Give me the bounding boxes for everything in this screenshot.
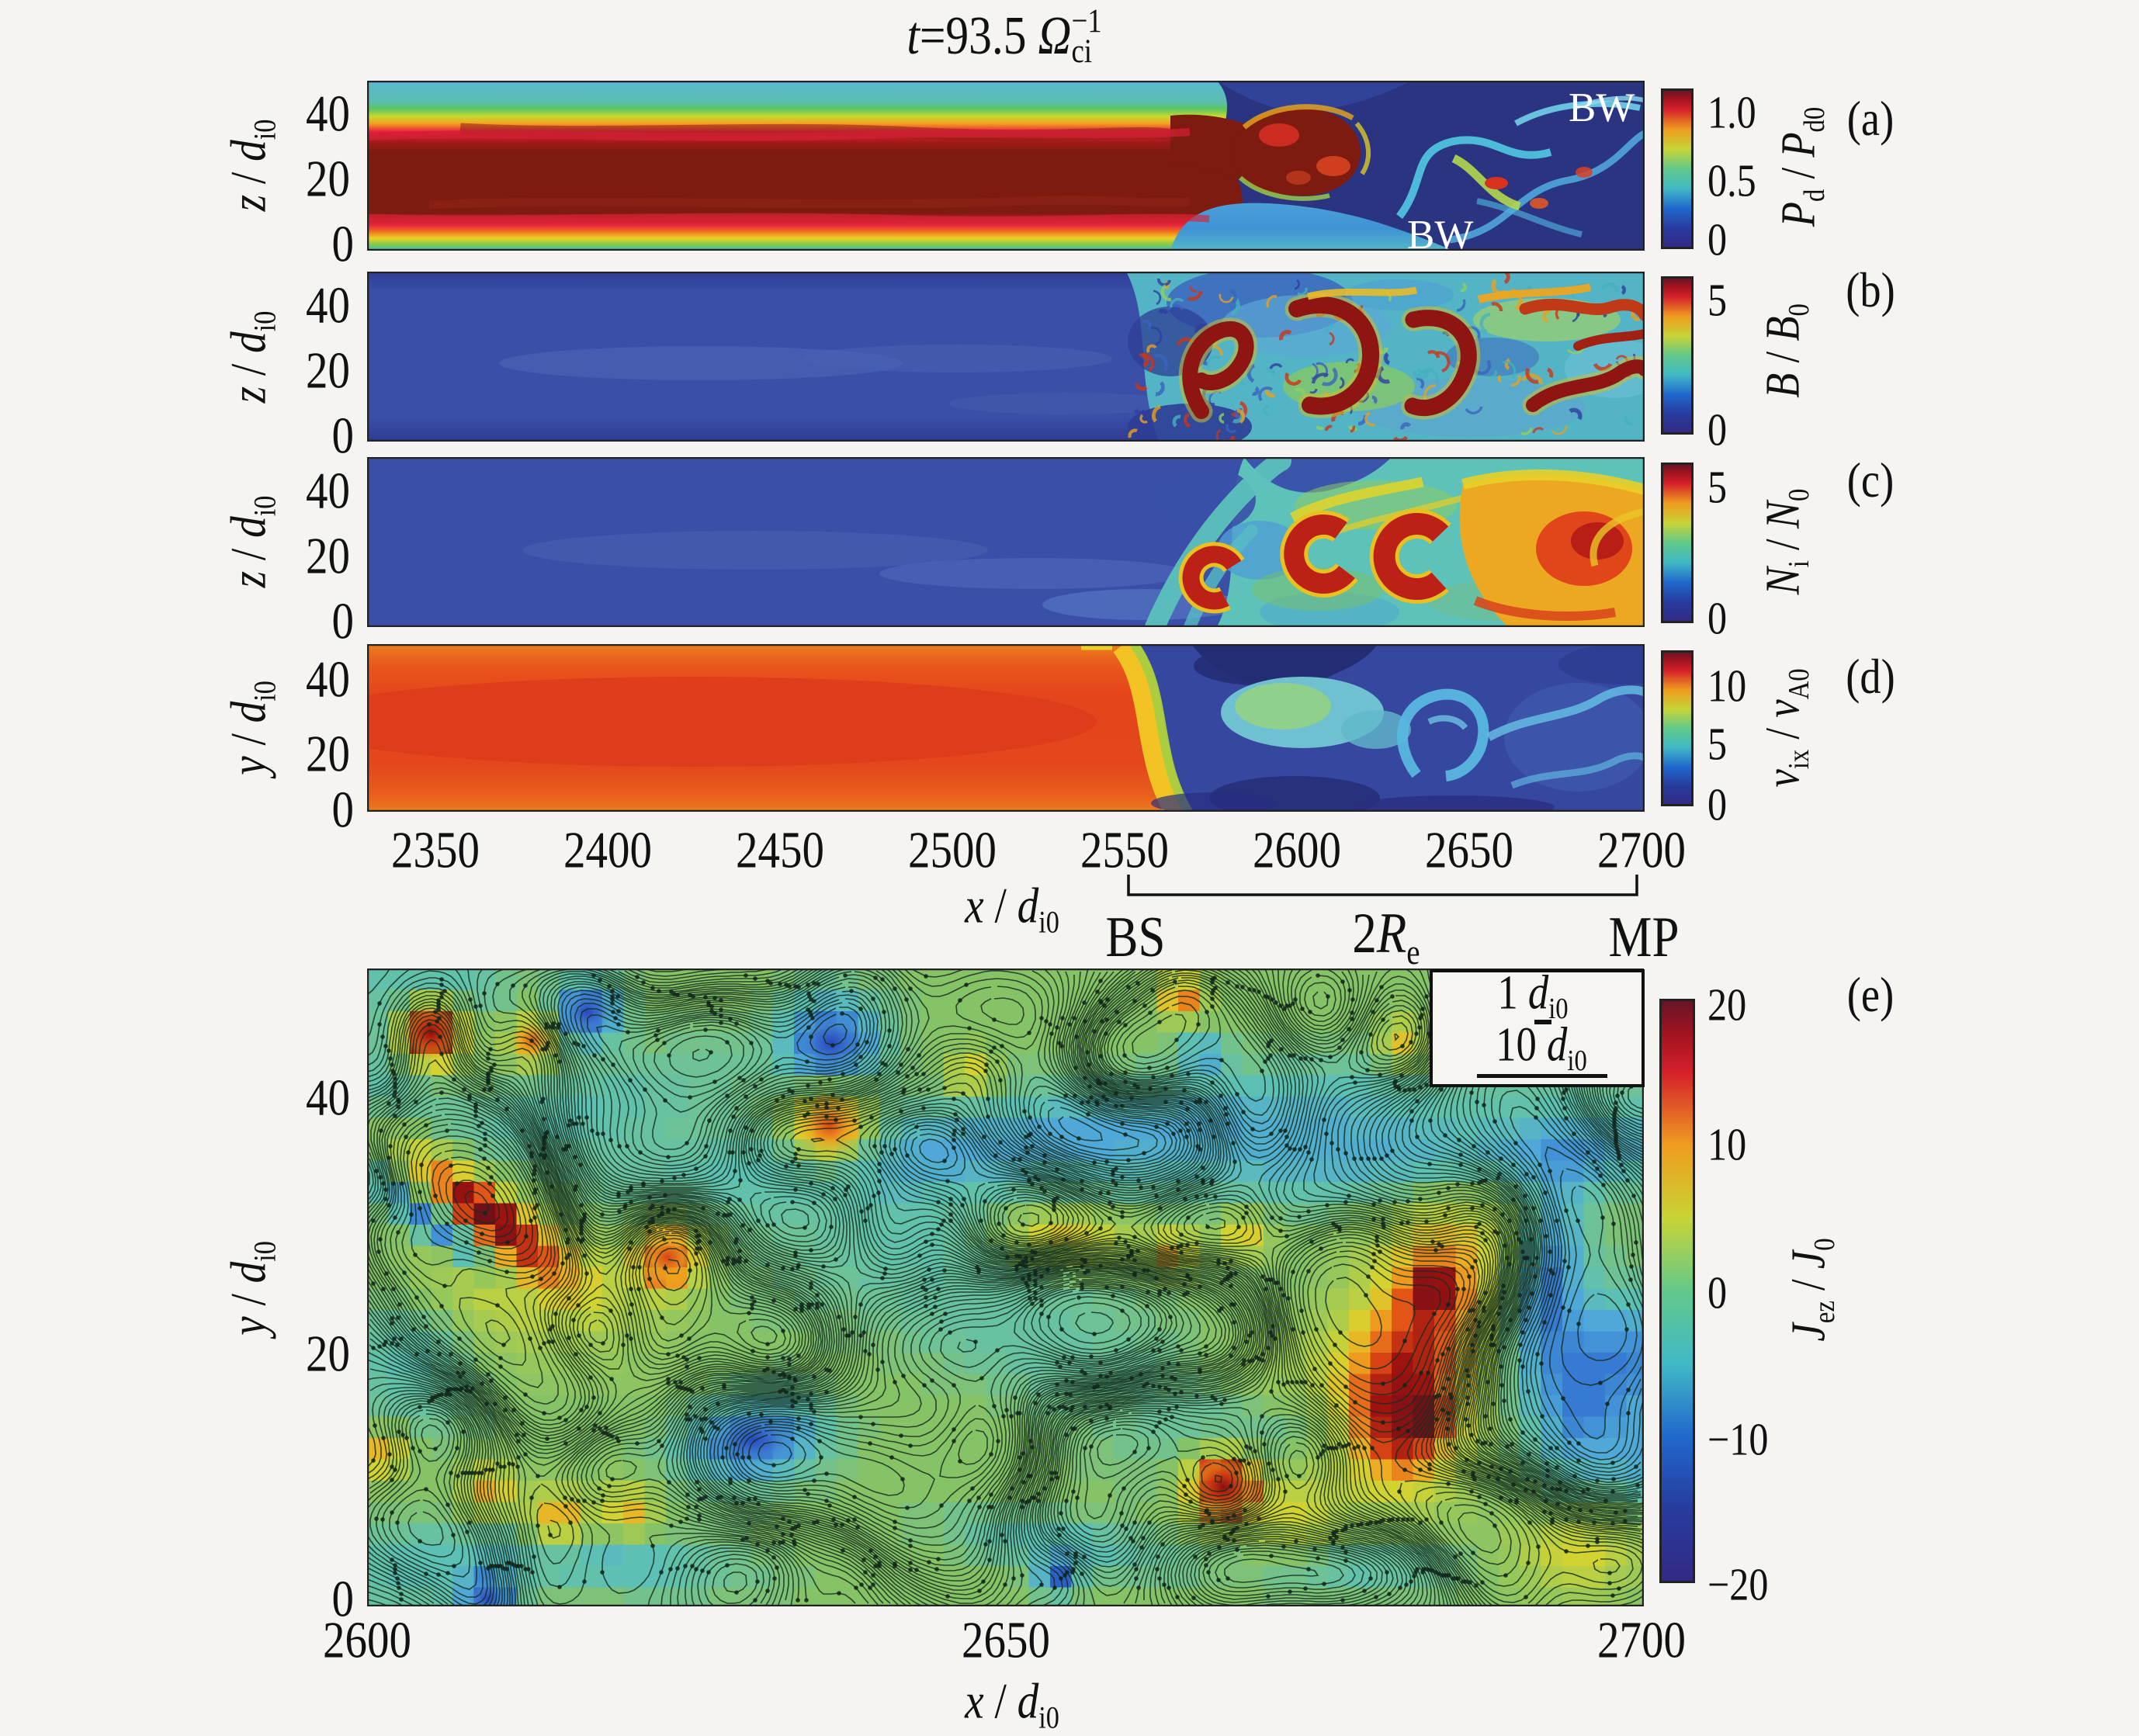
svg-text:BW: BW [1569, 85, 1635, 130]
svg-text:BW: BW [1407, 213, 1473, 251]
